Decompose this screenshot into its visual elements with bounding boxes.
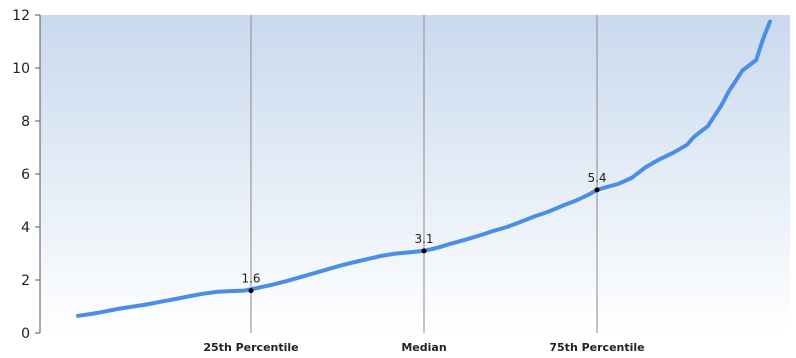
percentile-point-2	[594, 187, 600, 193]
percentile-value-label-0: 1.6	[241, 272, 260, 286]
y-tick-label-2: 4	[21, 220, 30, 236]
y-tick-label-6: 12	[12, 8, 30, 24]
markers	[248, 187, 600, 294]
x-tick-label-1: Median	[401, 341, 446, 354]
percentile-value-label-1: 3.1	[414, 232, 433, 246]
percentile-value-label-2: 5.4	[587, 171, 606, 185]
x-tick-label-0: 25th Percentile	[203, 341, 298, 354]
y-tick-label-1: 2	[21, 273, 30, 289]
percentile-point-0	[248, 288, 254, 294]
y-tick-label-4: 8	[21, 114, 30, 130]
percentile-point-1	[421, 248, 427, 254]
axes	[35, 14, 41, 334]
series	[76, 19, 772, 318]
series-line-0	[76, 19, 772, 318]
y-tick-label-3: 6	[21, 167, 30, 183]
plot-background	[40, 15, 790, 333]
y-tick-label-5: 10	[12, 61, 30, 77]
y-tick-label-0: 0	[21, 326, 30, 342]
labels: 0 2 4 6 8 10 12 25th Percentile Median 75th Perce…	[12, 8, 644, 354]
grid	[250, 15, 598, 333]
x-tick-label-2: 75th Percentile	[549, 341, 644, 354]
